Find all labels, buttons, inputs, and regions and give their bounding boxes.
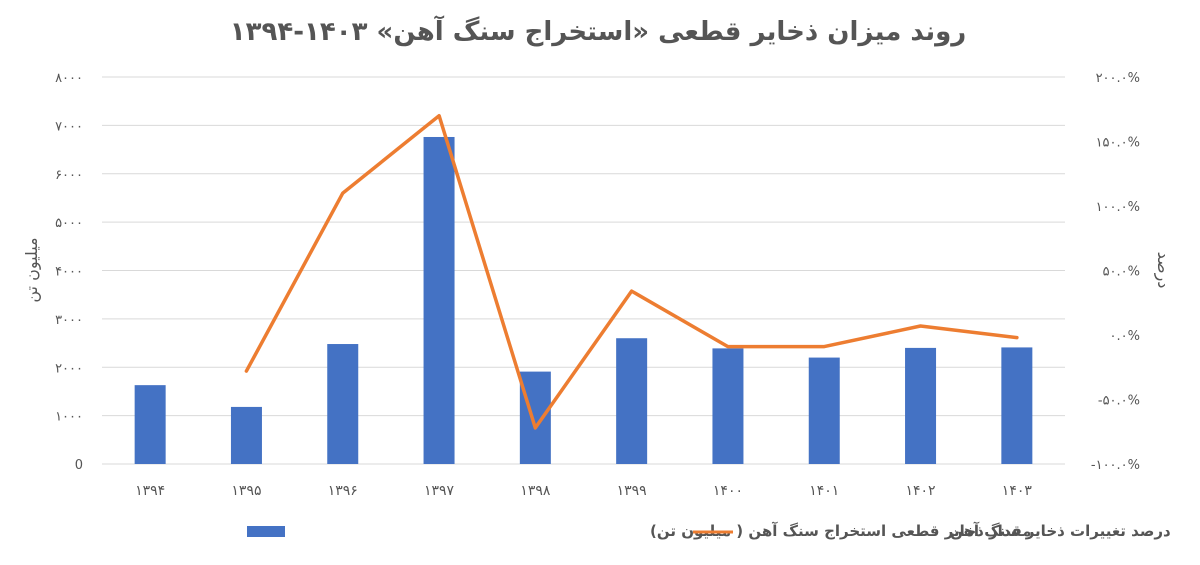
y-axis-title: میلیون تن bbox=[22, 237, 42, 302]
y2-tick-label: -۱۰۰.۰% bbox=[1091, 458, 1140, 473]
y-tick-label: ۱۰۰۰ bbox=[55, 410, 83, 425]
x-tick-label: ۱۴۰۰ bbox=[713, 483, 743, 499]
bar bbox=[905, 347, 937, 464]
x-tick-label: ۱۴۰۱ bbox=[809, 483, 839, 499]
bar bbox=[616, 338, 648, 464]
bar bbox=[134, 385, 166, 464]
y-tick-label: ۲۰۰۰ bbox=[55, 361, 83, 376]
chart-title: روند میزان ذخایر قطعی «استخراج سنگ آهن» … bbox=[230, 15, 967, 47]
x-axis-ticks: ۱۳۹۴ ۱۳۹۵ ۱۳۹۶ ۱۳۹۷ ۱۳۹۸ ۱۳۹۹ ۱۴۰۰ ۱۴۰۱ ۱۴۰۲ ۱۴۰۳ bbox=[135, 483, 1032, 499]
y2-tick-label: ۰.۰% bbox=[1110, 329, 1140, 344]
y-tick-label: ۳۰۰۰ bbox=[55, 313, 83, 328]
bar bbox=[712, 348, 744, 464]
bar bbox=[423, 136, 455, 465]
y-tick-label: ۶۰۰۰ bbox=[55, 168, 83, 183]
y2-tick-label: ۵۰.۰% bbox=[1103, 265, 1140, 280]
y2-tick-label: -۵۰.۰% bbox=[1098, 394, 1140, 409]
legend-bar-swatch bbox=[247, 526, 285, 537]
y2-tick-label: ۱۰۰.۰% bbox=[1096, 200, 1140, 215]
x-tick-label: ۱۳۹۹ bbox=[617, 483, 647, 499]
y-tick-label: ۵۰۰۰ bbox=[55, 216, 83, 231]
legend: مقدار ذخایر قطعی استخراج سنگ آهن ( میلیو… bbox=[247, 522, 1171, 540]
legend-bar-label: مقدار ذخایر قطعی استخراج سنگ آهن ( میلیو… bbox=[650, 522, 1032, 540]
y2-tick-label: ۱۵۰.۰% bbox=[1096, 136, 1140, 151]
bar bbox=[327, 344, 359, 464]
bar bbox=[519, 371, 551, 464]
y-tick-label: ۷۰۰۰ bbox=[55, 119, 83, 134]
x-tick-label: ۱۳۹۷ bbox=[424, 483, 455, 499]
y-tick-label: ۸۰۰۰ bbox=[55, 71, 83, 86]
x-tick-label: ۱۳۹۴ bbox=[135, 483, 165, 499]
bar bbox=[808, 357, 840, 464]
x-tick-label: ۱۳۹۵ bbox=[231, 483, 261, 499]
bar bbox=[1001, 347, 1033, 464]
bar-series bbox=[134, 136, 1033, 465]
y-tick-label: ۴۰۰۰ bbox=[55, 265, 83, 280]
line-series bbox=[244, 113, 1019, 430]
x-tick-label: ۱۴۰۲ bbox=[906, 483, 936, 499]
legend-line-label: درصد تغییرات ذخایر سنگ آهن bbox=[950, 522, 1171, 540]
y-axis-ticks: 0 ۱۰۰۰ ۲۰۰۰ ۳۰۰۰ ۴۰۰۰ ۵۰۰۰ ۶۰۰۰ ۷۰۰۰ ۸۰۰۰ bbox=[55, 71, 83, 473]
gridlines bbox=[102, 76, 1065, 465]
x-tick-label: ۱۴۰۳ bbox=[1002, 483, 1033, 499]
x-tick-label: ۱۳۹۸ bbox=[520, 483, 551, 499]
y-tick-label: 0 bbox=[75, 458, 83, 473]
y2-axis-title: درصد bbox=[1153, 252, 1173, 289]
bar bbox=[230, 406, 262, 464]
x-tick-label: ۱۳۹۶ bbox=[328, 483, 358, 499]
y2-tick-label: ۲۰۰.۰% bbox=[1096, 71, 1140, 86]
y2-axis-ticks: -۱۰۰.۰% -۵۰.۰% ۰.۰% ۵۰.۰% ۱۰۰.۰% ۱۵۰.۰% ۲۰۰.۰% bbox=[1091, 71, 1140, 473]
series-line bbox=[244, 113, 1019, 430]
